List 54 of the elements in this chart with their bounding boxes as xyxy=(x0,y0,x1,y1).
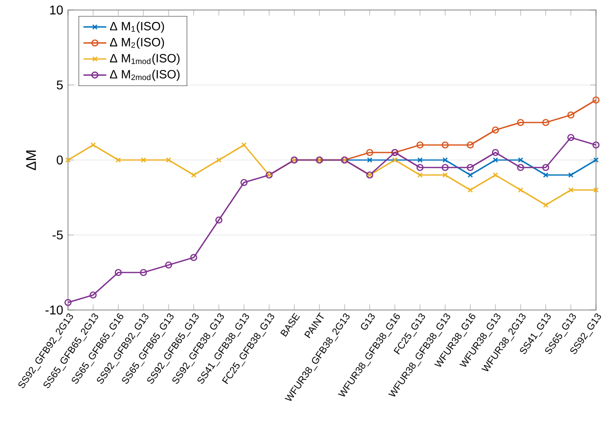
legend-label: Δ M$_{2}$(ISO) xyxy=(110,38,164,49)
point xyxy=(417,172,423,178)
y-tick-label: 10 xyxy=(50,6,63,14)
point xyxy=(90,291,97,299)
point xyxy=(468,172,473,178)
point xyxy=(466,164,474,172)
y-tick-label: 5 xyxy=(56,80,63,90)
point xyxy=(517,118,524,126)
point xyxy=(90,142,96,148)
point xyxy=(165,261,172,269)
point xyxy=(166,157,172,163)
point xyxy=(417,157,423,163)
point xyxy=(442,164,449,172)
point xyxy=(241,142,247,148)
point xyxy=(518,187,524,193)
point xyxy=(568,172,574,178)
legend-label: Δ M$_{1mod}$(ISO) xyxy=(110,54,180,65)
point xyxy=(492,148,499,156)
point xyxy=(190,254,198,262)
y-axis-title: ΔM xyxy=(26,150,36,170)
point xyxy=(366,148,374,156)
point xyxy=(568,187,574,193)
legend-label: Δ M$_{2mod}$(ISO) xyxy=(110,70,180,81)
point xyxy=(492,157,498,163)
point xyxy=(542,118,550,126)
point xyxy=(116,157,121,163)
point xyxy=(543,172,548,178)
point xyxy=(543,202,548,208)
point xyxy=(442,172,448,178)
point xyxy=(191,172,196,178)
point xyxy=(367,157,372,163)
point xyxy=(567,111,574,119)
point xyxy=(518,157,524,163)
y-tick-label: -5 xyxy=(52,230,63,240)
point xyxy=(567,134,574,142)
legend-label: Δ M$_{1}$(ISO) xyxy=(110,22,164,33)
point xyxy=(416,164,424,172)
y-tick-label: -10 xyxy=(46,306,63,314)
point xyxy=(492,126,499,134)
point xyxy=(492,172,498,178)
point xyxy=(215,216,222,224)
point xyxy=(466,141,474,149)
point xyxy=(140,268,147,276)
y-tick-label: 0 xyxy=(56,156,63,164)
point xyxy=(517,164,524,172)
point xyxy=(240,178,248,186)
point xyxy=(416,141,424,149)
point xyxy=(216,157,222,163)
point xyxy=(442,141,449,149)
point xyxy=(442,157,448,163)
point xyxy=(468,187,473,193)
point xyxy=(542,164,550,172)
point xyxy=(114,268,122,276)
point xyxy=(140,157,146,163)
